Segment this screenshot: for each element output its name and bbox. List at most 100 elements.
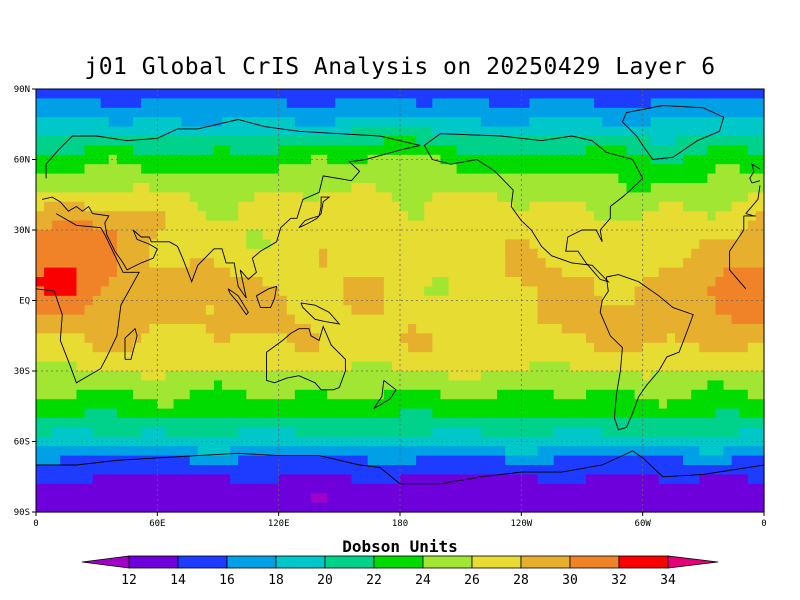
field-cell	[133, 117, 183, 128]
field-cell	[715, 295, 765, 306]
field-cell	[311, 324, 409, 334]
field-cell	[675, 136, 765, 146]
field-cell	[294, 389, 328, 400]
field-cell	[36, 248, 118, 259]
field-cell	[197, 201, 239, 212]
field-cell	[36, 239, 118, 250]
field-cell	[157, 399, 175, 410]
field-cell	[529, 98, 595, 109]
field-cell	[367, 154, 442, 165]
colorbar-tick-label: 18	[268, 573, 284, 588]
field-cell	[108, 117, 134, 128]
field-cell	[335, 117, 482, 128]
field-cell	[755, 211, 765, 222]
field-cell	[36, 474, 94, 485]
colorbar-swatch	[226, 555, 277, 569]
field-cell	[594, 211, 644, 222]
field-cell	[262, 277, 344, 287]
field-cell	[44, 267, 78, 278]
colorbar-tick-label: 22	[366, 573, 382, 588]
field-cell	[92, 427, 142, 438]
field-cell	[650, 183, 765, 193]
field-cell	[602, 427, 741, 438]
field-cell	[36, 183, 134, 193]
field-cell	[36, 164, 86, 175]
field-cell	[505, 239, 531, 250]
field-cell	[650, 136, 676, 146]
field-cell	[238, 455, 369, 466]
field-cell	[367, 455, 417, 466]
field-cell	[505, 248, 539, 259]
field-cell	[133, 183, 150, 193]
field-cell	[213, 258, 320, 269]
field-cell	[440, 389, 498, 400]
field-cell	[602, 295, 636, 306]
field-cell	[319, 258, 328, 269]
field-cell	[230, 267, 506, 278]
coastline-uk	[749, 163, 761, 184]
field-cell	[383, 305, 539, 316]
colorbar-tick-label: 16	[219, 573, 235, 588]
field-cell	[488, 98, 531, 109]
field-cell	[222, 117, 296, 128]
field-cell	[36, 173, 619, 184]
field-cell	[440, 154, 652, 165]
field-cell	[36, 502, 765, 513]
field-cell	[149, 258, 191, 269]
lat-tick-label: 30N	[14, 226, 30, 236]
field-cell	[739, 408, 765, 419]
field-cell	[230, 333, 288, 344]
field-cell	[36, 324, 150, 334]
field-cell	[270, 239, 506, 250]
field-cell	[52, 220, 94, 231]
field-cell	[213, 145, 231, 156]
field-cell	[747, 342, 765, 353]
field-cell	[383, 389, 442, 400]
field-cell	[691, 248, 765, 259]
lat-tick-label: 90S	[14, 508, 30, 518]
colorbar-swatch	[618, 555, 669, 569]
field-cell	[173, 399, 660, 410]
field-cell	[707, 286, 765, 297]
field-cell	[149, 248, 320, 259]
colorbar-tick-label: 26	[464, 573, 480, 588]
coastlines	[35, 105, 765, 485]
field-cell	[286, 305, 353, 316]
field-cell	[36, 314, 296, 325]
field-cell	[108, 277, 264, 287]
field-cell	[594, 277, 644, 287]
field-cell	[351, 361, 393, 372]
field-cell	[36, 483, 765, 494]
field-cell	[715, 164, 741, 175]
field-cell	[84, 333, 142, 344]
field-cell	[189, 389, 247, 400]
lon-tick-label: 60W	[635, 519, 652, 529]
field-cell	[133, 389, 191, 400]
coastline-borneo	[255, 285, 278, 309]
field-cell	[165, 211, 207, 222]
field-cell	[699, 474, 749, 485]
field-cell	[683, 455, 733, 466]
field-cell	[36, 399, 158, 410]
field-cell	[286, 295, 344, 306]
field-cell	[400, 408, 433, 419]
field-cell	[76, 389, 134, 400]
field-cell	[36, 493, 312, 504]
colorbar-swatch	[471, 555, 522, 569]
field-cell	[84, 164, 142, 175]
field-cell	[343, 295, 385, 306]
field-cell	[205, 211, 239, 222]
field-cell	[36, 192, 191, 203]
field-cell	[739, 230, 765, 240]
lat-tick-label: 30S	[14, 367, 30, 377]
field-cell	[416, 98, 433, 109]
field-cell	[36, 286, 45, 297]
field-cell	[658, 201, 684, 212]
field-cell	[537, 314, 733, 325]
field-cell	[747, 474, 765, 485]
field-cell	[327, 248, 506, 259]
field-cell	[230, 145, 280, 156]
field-cell	[561, 324, 765, 334]
field-cell	[278, 164, 458, 175]
field-cell	[432, 342, 595, 353]
